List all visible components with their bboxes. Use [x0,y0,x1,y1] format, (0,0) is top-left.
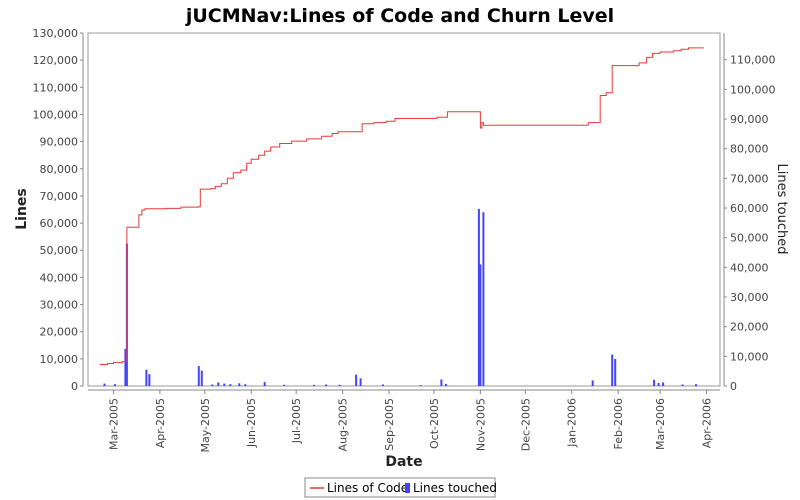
x-tick-label: Sep-2005 [383,398,396,451]
y2-tick-label: 20,000 [730,321,769,334]
y2-tick-label: 50,000 [730,232,769,245]
lines-touched-bar [217,382,220,386]
y-tick-label: 70,000 [40,190,79,203]
lines-touched-bar [229,384,232,386]
y2-tick-label: 90,000 [730,113,769,126]
y-tick-label: 0 [71,380,78,393]
y2-tick-label: 110,000 [730,54,776,67]
plot-area [87,32,721,387]
y2-tick-label: 60,000 [730,202,769,215]
y-tick-label: 100,000 [33,108,79,121]
lines-touched-bar [382,384,384,386]
y-tick-label: 30,000 [40,299,79,312]
chart-title: jUCMNav:Lines of Code and Churn Level [185,5,614,27]
y-tick-label: 120,000 [33,54,79,67]
lines-touched-bar [359,378,362,386]
lines-touched-bar [444,383,447,386]
lines-touched-bar [591,380,594,386]
x-tick-label: Jan-2006 [566,398,579,448]
y-tick-label: 10,000 [40,353,79,366]
lines-touched-bar [662,382,665,386]
x-axis: Mar-2005 Apr-2005 May-2005 Jun-2005 Jul-2005… [88,389,720,453]
chart-legend: Lines of Code Lines touched [304,477,497,498]
right-y-axis: 0 10,000 20,000 30,000 40,000 50,000 60,000 70,… [723,33,776,393]
y-tick-label: 80,000 [40,163,79,176]
legend-box [304,477,496,498]
y2-tick-label: 0 [730,380,737,393]
lines-touched-bar [653,379,656,386]
x-tick-label: Apr-2006 [701,398,714,448]
x-tick-label: Oct-2005 [428,398,441,449]
lines-touched-bar [611,354,614,386]
lines-touched-bar [223,383,226,386]
lines-touched-bar [479,264,482,386]
lines-touched-bar [313,384,316,386]
x-tick-label: Nov-2005 [474,398,487,451]
y-tick-label: 40,000 [40,271,79,284]
lines-touched-bar [355,374,358,386]
x-axis-label: Date [385,454,422,470]
lines-touched-bar [211,384,214,386]
lines-touched-bar [419,385,422,386]
y-tick-label: 60,000 [40,217,79,230]
x-tick-label: Jun-2005 [245,398,258,448]
lines-touched-bar [681,384,684,386]
lines-touched-bar [238,383,241,386]
x-tick-label: Aug-2005 [337,398,350,451]
x-tick-label: Jul-2005 [290,398,303,444]
lines-touched-bar [614,359,617,386]
x-tick-label: Dec-2005 [519,398,532,451]
y2-tick-label: 70,000 [730,172,769,185]
legend-label-lines-touched: Lines touched [413,481,497,495]
lines-touched-bar [263,382,266,386]
lines-touched-bar [114,384,116,386]
x-tick-label: Apr-2005 [154,398,167,448]
y-tick-label: 90,000 [40,136,79,149]
lines-touched-bar [103,383,106,386]
lines-touched-bar [200,370,203,386]
lines-touched-bar [244,384,247,386]
y-tick-label: 130,000 [33,27,79,40]
y-tick-label: 20,000 [40,326,79,339]
y-tick-label: 110,000 [33,81,79,94]
lines-touched-bar [338,384,341,386]
y2-tick-label: 10,000 [730,350,769,363]
legend-bar-swatch [405,483,410,493]
y2-tick-label: 40,000 [730,261,769,274]
y-tick-label: 50,000 [40,244,79,257]
x-tick-label: Mar-2006 [654,398,667,450]
lines-of-code-line [100,47,704,365]
y2-axis-label: Lines touched [774,164,789,255]
lines-touched-bar [325,384,328,386]
lines-touched-bar [283,384,286,386]
y2-tick-label: 80,000 [730,143,769,156]
y2-tick-label: 30,000 [730,291,769,304]
x-tick-label: Feb-2006 [612,398,625,449]
lines-touched-bar [477,208,480,386]
lines-touched-bar [145,369,148,386]
y-axis-label: Lines [14,188,30,230]
lines-touched-bar [482,212,485,386]
lines-touched-bar [657,383,660,386]
lines-touched-bar [148,374,151,386]
x-tick-label: May-2005 [199,398,212,453]
legend-label-lines-of-code: Lines of Code [327,481,408,495]
lines-touched-bar [695,384,697,386]
x-tick-label: Mar-2005 [108,398,121,450]
lines-touched-bar [440,379,443,386]
y2-tick-label: 100,000 [730,83,776,96]
left-y-axis: 0 10,000 20,000 30,000 40,000 50,000 60,000 70,… [33,27,84,393]
lines-touched-bar [197,366,200,386]
lines-touched-bar [124,348,127,386]
